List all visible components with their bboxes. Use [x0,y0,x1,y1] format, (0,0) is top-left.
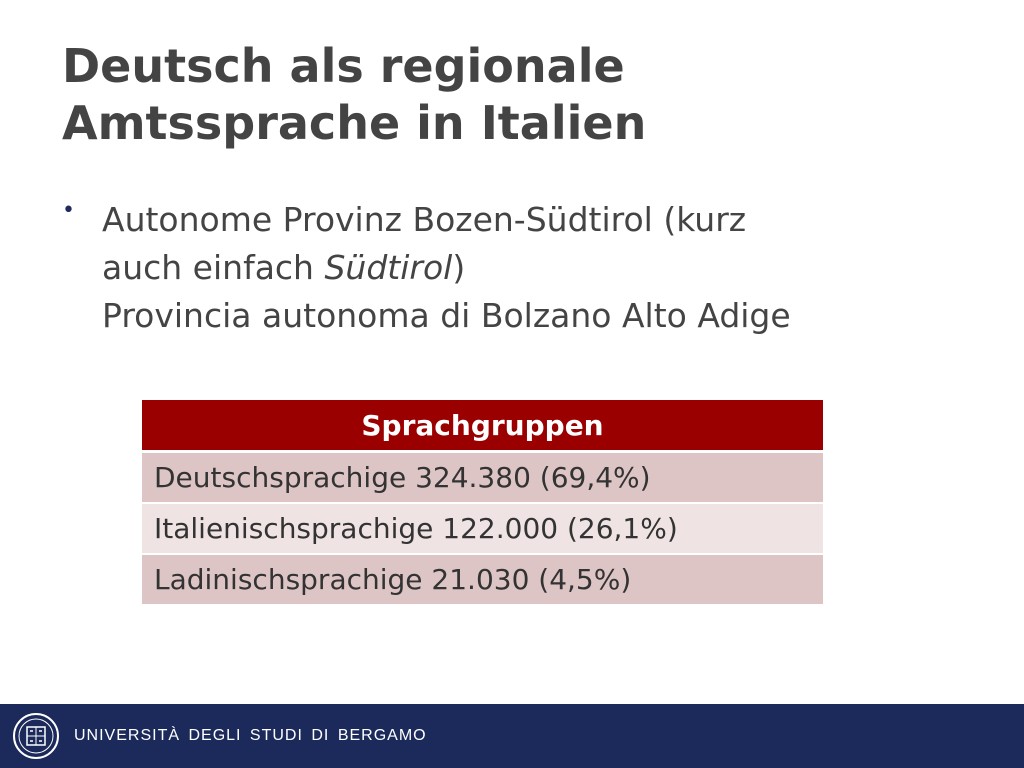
bullet-line-2-italic: Südtirol [324,248,453,287]
university-name: UNIVERSITÀ DEGLI STUDI DI BERGAMO [74,727,427,744]
table-row: Ladinischsprachige 21.030 (4,5%) [142,555,823,606]
footer-bar: UNIVERSITÀ DEGLI STUDI DI BERGAMO [0,704,1024,768]
bullet-line-2-prefix: auch einfach [102,248,325,287]
university-seal-icon [13,713,59,759]
table-row: Deutschsprachige 324.380 (69,4%) [142,453,823,504]
table-row: Italienischsprachige 122.000 (26,1%) [142,504,823,555]
bullet-line-1: Autonome Provinz Bozen-Südtirol (kurz [102,200,747,239]
language-groups-table: Sprachgruppen Deutschsprachige 324.380 (… [142,400,823,606]
bullet-item: • Autonome Provinz Bozen-Südtirol (kurz … [62,196,1002,340]
bullet-text: Autonome Provinz Bozen-Südtirol (kurz au… [102,196,1002,340]
bullet-dot-icon: • [62,198,75,223]
bullet-line-2-suffix: ) [452,248,466,287]
table-header: Sprachgruppen [142,400,823,453]
bullet-line-3: Provincia autonoma di Bolzano Alto Adige [102,296,791,335]
title-line-2: Amtssprache in Italien [62,96,647,150]
title-line-1: Deutsch als regionale [62,39,625,93]
bullet-line-2: auch einfach Südtirol) [102,244,1002,292]
slide-title: Deutsch als regionale Amtssprache in Ita… [62,38,962,152]
